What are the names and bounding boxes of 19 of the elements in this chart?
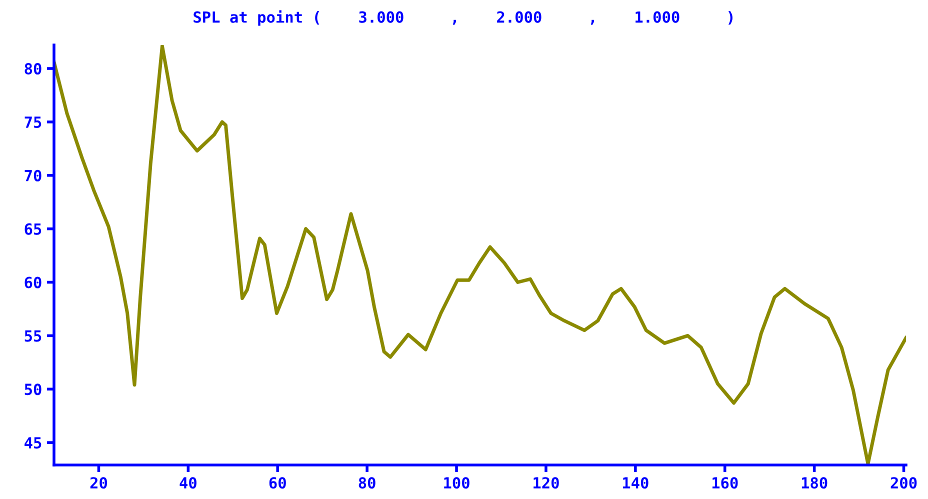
x-tick-label: 120 — [534, 477, 559, 489]
x-tick-label: 80 — [358, 477, 376, 489]
y-tick-label: 60 — [24, 276, 42, 288]
x-tick-label: 200 — [890, 477, 917, 489]
y-tick-label: 65 — [24, 223, 42, 235]
x-tick-label: 60 — [269, 477, 286, 489]
x-tick-label: 100 — [444, 477, 470, 489]
chart-title: SPL at point ( 3.000 , 2.000 , 1.000 ) — [194, 10, 732, 26]
y-tick-label: 50 — [24, 384, 42, 396]
y-tick-label: 80 — [24, 62, 42, 75]
x-tick-label: 40 — [180, 477, 196, 489]
x-tick-label: 20 — [90, 477, 108, 489]
y-tick-label: 70 — [24, 170, 42, 182]
y-tick-label: 55 — [24, 330, 42, 342]
y-tick-label: 45 — [24, 437, 42, 449]
x-tick-label: 140 — [623, 477, 648, 489]
x-tick-label: 180 — [802, 477, 828, 489]
x-tick-label: 160 — [712, 477, 738, 489]
y-tick-label: 75 — [24, 116, 42, 128]
